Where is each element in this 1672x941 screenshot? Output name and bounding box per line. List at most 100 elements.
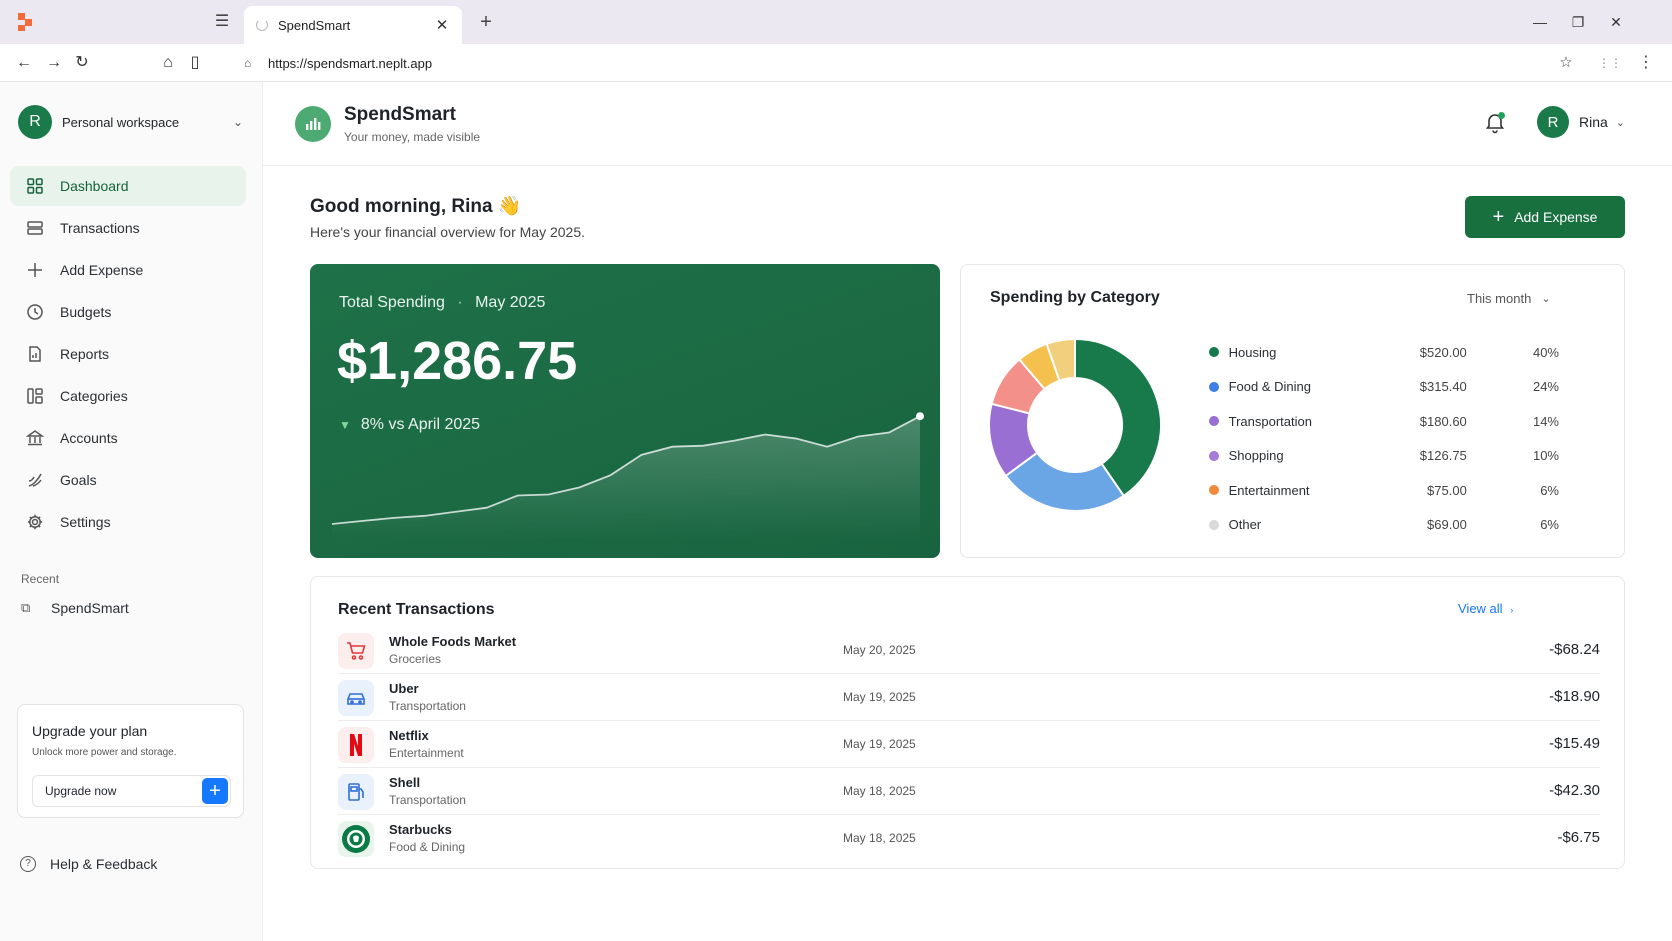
donut-slice-other[interactable] [1045,337,1076,382]
back-icon[interactable]: ← [16,54,32,71]
category-donut-chart [988,337,1162,512]
merchant-name: Uber [389,681,419,696]
table-row[interactable]: Starbucks Food & Dining May 18, 2025 -$6… [338,815,1600,862]
user-avatar: R [1537,106,1569,138]
browser-tab[interactable]: SpendSmart ✕ [244,6,462,44]
spending-delta: ▼ 8% vs April 2025 [339,416,480,434]
app-name: SpendSmart [344,104,456,125]
user-menu[interactable]: R Rina ⌄ [1537,106,1625,138]
browser-logo-icon [18,13,32,31]
reload-icon[interactable]: ↻ [75,54,89,71]
starbucks-logo [338,821,374,857]
legend-label: Entertainment [1228,482,1310,498]
table-row[interactable]: Shell Transportation May 18, 2025 -$42.3… [338,768,1600,815]
page-info-icon[interactable]: ▯ [190,54,200,71]
sidebar-item-transactions[interactable]: Transactions [10,208,246,248]
recent-item-label: SpendSmart [51,600,129,616]
trend-endpoint[interactable] [916,412,924,421]
donut-slice-housing[interactable] [1074,337,1162,498]
sidebar: R Personal workspace ⌄ Dashboard Transac… [0,82,263,941]
add-expense-label: Add Expense [1514,209,1598,225]
table-row[interactable]: Netflix Entertainment May 19, 2025 -$15.… [338,721,1600,768]
sidebar-item-budgets[interactable]: Budgets [10,292,246,332]
fuel-icon [338,774,374,810]
plus-icon [28,263,42,277]
extensions-icon[interactable]: ⋮⋮ [1598,56,1622,70]
site-info-icon[interactable]: ⌂ [244,56,252,70]
notification-bell-icon[interactable] [1483,110,1507,134]
sidebar-item-settings[interactable]: Settings [10,502,246,542]
total-spending-card: Total Spending · May 2025 $1,286.75 ▼ 8%… [310,264,940,558]
url-field[interactable]: ⌂ https://spendsmart.neplt.app [244,49,1614,77]
merchant-category: Transportation [389,793,466,807]
sidebar-item-accounts[interactable]: Accounts [10,418,246,458]
total-spending-label: Total Spending · May 2025 [339,294,545,312]
greeting-title: Good morning, Rina 👋 [310,196,522,217]
legend-value: $315.40 [1419,379,1467,395]
legend-percent: 10% [1532,448,1559,464]
legend-swatch [1209,519,1219,530]
merchant-category: Groceries [389,652,442,666]
spending-trend-chart [331,412,924,540]
legend-percent: 6% [1540,517,1559,533]
legend-value: $180.60 [1419,413,1467,429]
user-name: Rina [1579,114,1608,130]
question-icon: ? [20,856,36,872]
donut-slice-food-dining[interactable] [1004,451,1126,512]
sidebar-item-add-expense[interactable]: Add Expense [10,250,246,290]
home-icon[interactable]: ⌂ [163,54,173,71]
legend-value: $126.75 [1419,448,1467,464]
sidebar-item-goals[interactable]: Goals [10,460,246,500]
merchant-category: Entertainment [389,746,464,760]
restore-icon[interactable]: ❐ [1571,14,1585,30]
period-dropdown-label: This month [1467,291,1532,306]
legend-row: Transportation $180.60 14% [1209,404,1559,439]
recent-item-spendsmart[interactable]: ⧉ SpendSmart [21,596,129,620]
sidebar-item-dashboard[interactable]: Dashboard [10,166,246,206]
bookmark-star-icon[interactable]: ☆ [1559,54,1573,71]
transaction-date: May 20, 2025 [843,643,916,657]
netflix-logo [338,727,374,763]
transaction-amount: -$68.24 [1549,641,1600,658]
clock-icon [27,304,43,320]
legend-swatch [1209,347,1219,358]
tab-close-icon[interactable]: ✕ [435,17,449,34]
table-row[interactable]: Whole Foods Market Groceries May 20, 202… [338,627,1600,674]
browser-tab-bar: ☰ SpendSmart ✕ + — ❐ ✕ [0,0,1672,44]
sidebar-item-categories[interactable]: Categories [10,376,246,416]
period-dropdown[interactable]: This month ⌄ [1467,291,1551,306]
minimize-icon[interactable]: — [1533,14,1547,30]
total-spending-title: Total Spending [339,294,445,311]
forward-icon[interactable]: → [46,54,62,71]
workspace-name: Personal workspace [62,114,180,130]
upgrade-now-button[interactable]: Upgrade now + [32,775,231,807]
plus-icon[interactable]: + [202,778,228,804]
spending-delta-text: 8% vs April 2025 [360,416,481,433]
tab-loading-icon [256,19,268,31]
view-all-link[interactable]: View all › [1458,601,1513,616]
new-tab-icon[interactable]: + [480,11,492,33]
trend-down-icon: ▼ [339,418,351,432]
legend-row: Other $69.00 6% [1209,508,1559,543]
tab-title: SpendSmart [278,17,351,33]
help-feedback-link[interactable]: ? Help & Feedback [20,856,157,872]
main-content: SpendSmart Your money, made visible R Ri… [263,82,1672,941]
total-spending-period: May 2025 [475,294,546,311]
window-close-icon[interactable]: ✕ [1610,14,1622,30]
browser-menu-icon[interactable]: ⋮ [1638,54,1654,71]
car-icon [338,680,374,716]
app-header: SpendSmart Your money, made visible R Ri… [263,82,1672,166]
sidebar-item-reports[interactable]: Reports [10,334,246,374]
workspace-switcher[interactable]: R Personal workspace ⌄ [18,104,243,140]
spending-by-category-card: Spending by Category This month ⌄ Housin… [960,264,1625,558]
table-row[interactable]: Uber Transportation May 19, 2025 -$18.90 [338,674,1600,721]
sidebar-item-label: Dashboard [60,178,129,194]
transaction-amount: -$18.90 [1549,688,1600,705]
transaction-date: May 19, 2025 [843,690,916,704]
transaction-amount: -$15.49 [1549,735,1600,752]
transaction-date: May 18, 2025 [843,784,916,798]
tab-list-menu-icon[interactable]: ☰ [214,13,230,30]
chevron-down-icon: ⌄ [1541,293,1551,305]
add-expense-button[interactable]: + Add Expense [1465,196,1625,238]
legend-row: Entertainment $75.00 6% [1209,473,1559,508]
